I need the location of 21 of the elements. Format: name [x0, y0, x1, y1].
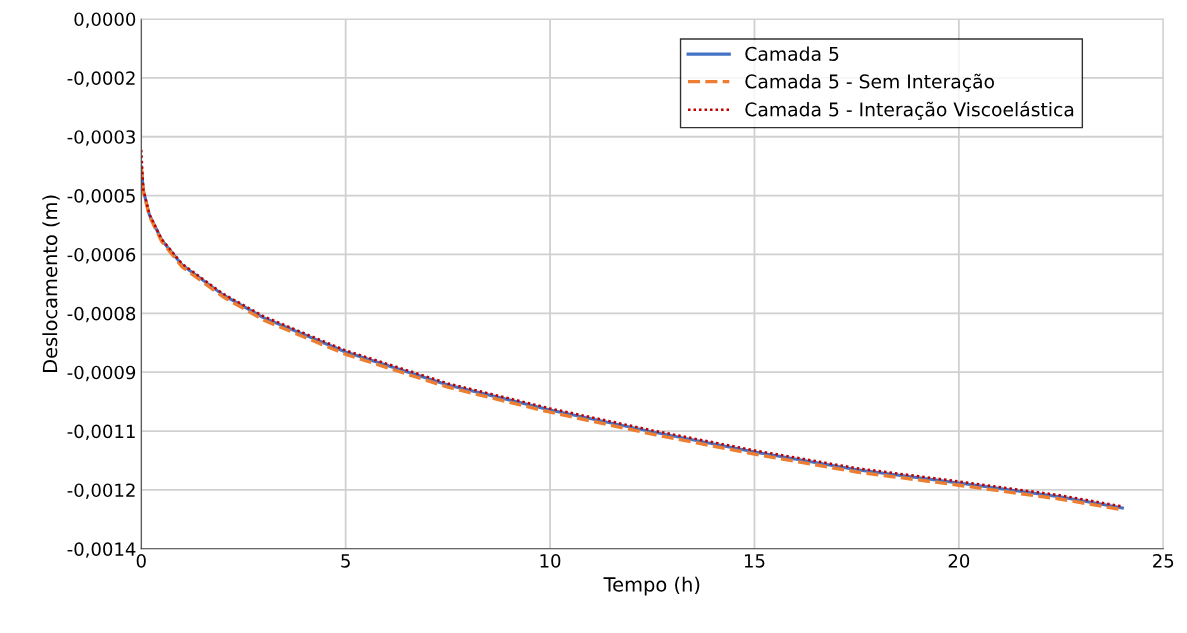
- y-tick-label: -0,0003: [67, 130, 135, 146]
- legend-label: Camada 5 - Sem Interação: [745, 73, 994, 92]
- legend-label: Camada 5 - Interação Viscoelástica: [745, 101, 1074, 120]
- x-tick-label: 20: [948, 553, 970, 568]
- y-tick-label: 0,0000: [74, 12, 136, 28]
- y-tick-label: -0,0014: [67, 542, 136, 558]
- y-tick-label: -0,0002: [67, 71, 135, 87]
- x-tick-label: 0: [136, 553, 146, 568]
- x-tick-label: 5: [341, 554, 350, 568]
- y-axis-title: Deslocamento (m): [42, 195, 60, 372]
- y-tick-label: -0,0009: [67, 365, 136, 382]
- y-tick-label: -0,0005: [67, 189, 135, 205]
- legend-label: Camada 5: [745, 46, 839, 61]
- x-tick-label: 10: [540, 553, 561, 568]
- y-tick-label: -0,0008: [67, 306, 136, 323]
- y-tick-label: -0,0012: [67, 483, 135, 499]
- y-tick-label: -0,0006: [67, 247, 136, 264]
- x-tick-label: 15: [744, 554, 765, 568]
- y-tick-label: -0,0011: [67, 424, 135, 441]
- x-axis-title: Tempo (h): [603, 576, 700, 596]
- x-tick-label: 25: [1153, 553, 1174, 568]
